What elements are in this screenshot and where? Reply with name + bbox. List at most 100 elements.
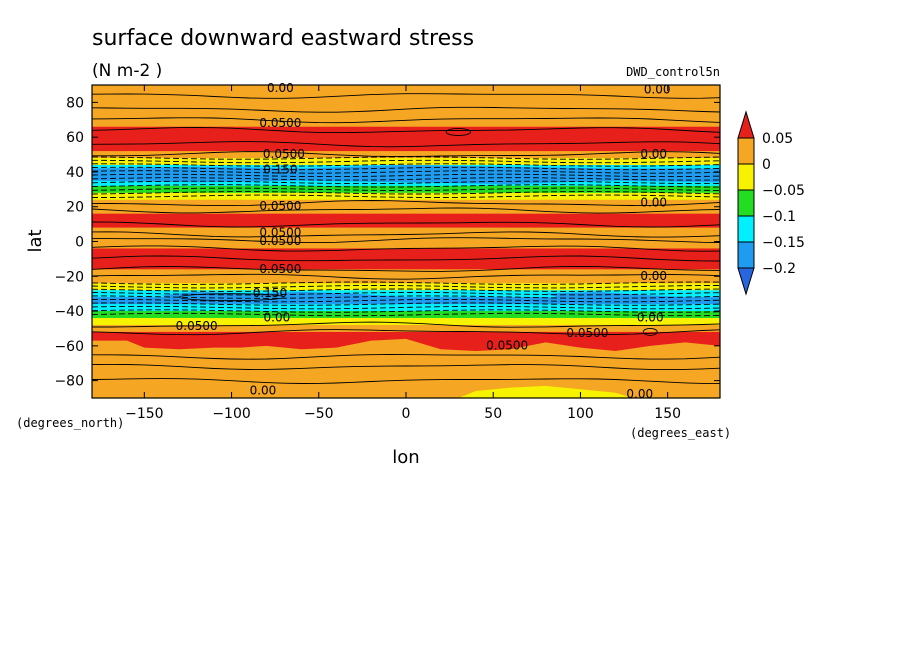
band-16 [92,213,720,222]
contour-solid-16 [91,329,721,336]
contour-dashed-7 [91,180,721,185]
band-8 [92,158,720,166]
colorbar: 0.05 0 −0.05 −0.1 −0.15 −0.2 [737,110,805,296]
band-25 [92,276,720,284]
contour-dashed-13 [91,285,720,289]
contour-label-3: 0.0500 [263,147,305,161]
contour-label-0: 0.00 [267,81,294,95]
colorbar-label-4: −0.15 [762,235,805,251]
band-30 [92,311,720,319]
contour-dashed-2 [92,163,721,167]
y-axis-units: (degrees_north) [16,416,124,430]
contour-label-11: 0.00 [640,269,667,283]
contour-closed-1 [642,327,658,336]
band-29 [92,304,720,312]
x-tick-label-5: 100 [567,406,594,422]
y-tick-label-3: −20 [54,269,84,285]
contour-solid-14 [91,273,721,280]
colorbar-seg-3 [737,189,755,217]
contour-closed-2 [178,293,285,302]
x-tick-label-3: 0 [402,406,411,422]
colorbar-seg-2 [737,163,755,191]
band-27 [92,290,720,298]
contour-dashed-1 [91,159,721,164]
dataset-label: DWD_control5n [626,65,720,79]
band-22 [92,255,720,263]
y-tick-label-7: 60 [66,130,84,146]
colorbar-seg-1 [737,137,755,165]
contour-label-15: 0.0500 [486,338,528,352]
band-31 [92,318,720,326]
band-17 [92,220,720,229]
x-axis-ticks: −150 −100 −50 0 50 100 150 [125,85,681,422]
contour-dashed-5 [91,173,721,178]
x-axis-label: lon [392,447,419,468]
contour-solid-12 [91,255,721,262]
band-14 [92,199,720,208]
contour-dashed-17 [91,298,721,303]
colorbar-seg-4 [737,215,755,243]
y-axis-ticks: −80 −60 −40 −20 0 20 40 60 80 [54,95,720,390]
contour-solid-10 [91,237,721,244]
y-tick-label-0: −80 [54,374,84,390]
x-tick-label-2: −50 [304,406,334,422]
chart-title: surface downward eastward stress [92,26,474,51]
contour-labels: 0.00 0.00 0.0500 0.0500 0.00 0.150 0.0500 0.00 0… [176,81,671,401]
contour-label-1: 0.00 [644,83,671,97]
band-4 [92,126,720,138]
contour-solid-9 [91,231,721,238]
band-18 [92,227,720,236]
contour-solid-0 [91,93,721,99]
contour-label-8: 0.0500 [259,225,301,239]
contour-solid-2 [91,117,721,124]
contour-dashed-14 [91,288,721,292]
y-tick-label-8: 80 [66,95,84,111]
contour-dashed-11 [92,194,721,198]
contour-solid-3 [91,127,721,134]
y-tick-label-4: 0 [75,235,84,251]
colorbar-seg-5 [737,241,755,269]
contour-dashed-16 [91,295,721,299]
y-axis-label: lat [25,229,46,252]
feature-4 [92,164,720,185]
band-6 [92,145,720,152]
contour-solid-11 [91,245,721,252]
contour-label-17: 0.00 [637,311,664,325]
contour-dashed-6 [91,177,721,181]
band-1 [92,102,720,114]
contour-label-16: 0.0500 [566,326,608,340]
regional-features [92,164,720,398]
colorbar-label-3: −0.1 [762,209,796,225]
y-tick-label-6: 40 [66,165,84,181]
contour-closed-0 [445,128,471,136]
band-20 [92,241,720,250]
contour-dashed-18 [91,302,721,306]
band-21 [92,248,720,257]
contour-solid-8 [91,221,721,228]
contour-dashed-20 [91,309,721,313]
contour-label-4: 0.00 [640,147,667,161]
band-32 [92,324,720,333]
contour-solid-7 [91,207,721,214]
x-tick-label-4: 50 [484,406,502,422]
contour-label-12: 0.150 [253,286,287,300]
y-tick-label-2: −40 [54,304,84,320]
contour-dashed-8 [91,184,721,188]
contour-solid-15 [92,321,721,328]
band-23 [92,262,720,270]
contour-solid-4 [91,141,721,148]
colorbar-label-5: −0.2 [762,261,796,277]
contour-solid-17 [92,354,721,360]
x-tick-label-1: −100 [212,406,250,422]
band-24 [92,269,720,277]
contour-label-5: 0.150 [263,163,297,177]
contour-dashed-12 [91,281,721,285]
feature-1 [458,385,633,398]
contour-label-18: 0.00 [250,384,277,398]
colorbar-top-arrow [737,110,755,139]
band-33 [92,331,720,340]
x-axis-units: (degrees_east) [630,426,731,440]
y-tick-label-5: 20 [66,200,84,216]
contour-dashed-19 [91,305,721,310]
band-3 [92,119,720,128]
